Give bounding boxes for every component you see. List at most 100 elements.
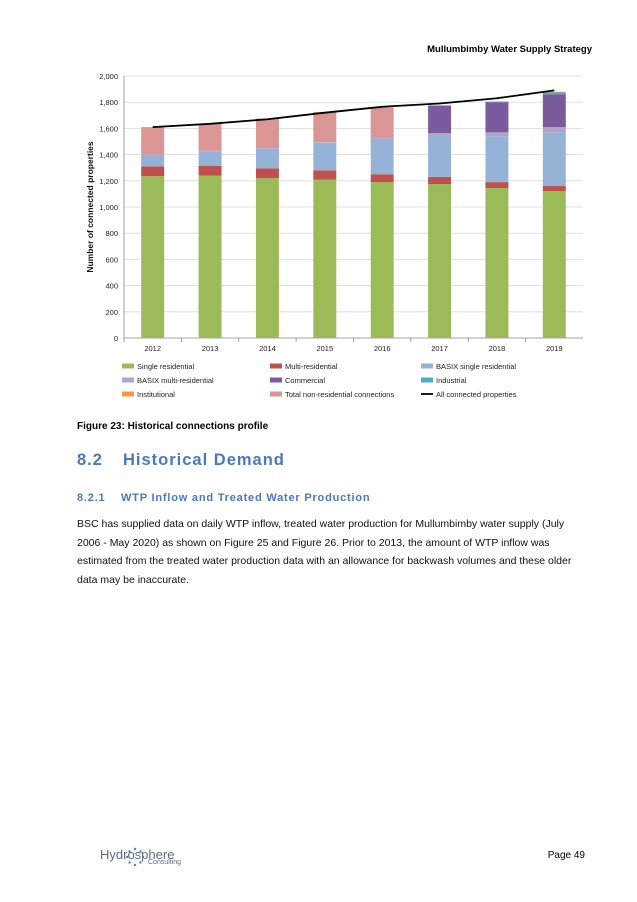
logo-subtext: Consulting xyxy=(148,859,182,866)
legend-swatch xyxy=(421,363,433,369)
bar-segment xyxy=(198,151,222,166)
bar-segment xyxy=(313,142,337,143)
bar-segment xyxy=(370,174,394,183)
logo-text: Hydrosphere xyxy=(100,847,175,862)
y-tick-label: 600 xyxy=(105,255,118,264)
y-tick-label: 800 xyxy=(105,229,118,238)
bar-segment xyxy=(313,170,337,180)
bar-segment xyxy=(485,188,509,338)
x-tick-label: 2012 xyxy=(144,344,161,353)
connections-chart: 0 200 400 600 800 1,000 1,200 1,400 1,600 1,800 2,… xyxy=(85,72,583,399)
x-tick-label: 2018 xyxy=(489,344,506,353)
bar-segment xyxy=(313,142,337,171)
bar-segment xyxy=(198,123,222,151)
section-title: Historical Demand xyxy=(123,451,285,469)
bar-segment xyxy=(542,127,566,133)
bar-segment xyxy=(428,176,452,185)
y-tick-label: 400 xyxy=(105,282,118,291)
chart-line xyxy=(152,89,555,128)
legend-label: BASIX multi-residential xyxy=(137,376,214,385)
bar-segment xyxy=(313,179,337,338)
legend-label: Single residential xyxy=(137,362,194,371)
bar-segment xyxy=(255,178,279,338)
chart-gridlines xyxy=(123,75,583,339)
legend-swatch xyxy=(270,391,282,397)
legend-label: All connected properties xyxy=(436,390,517,399)
body-paragraph: BSC has supplied data on daily WTP inflo… xyxy=(77,518,572,586)
bar-segment xyxy=(141,154,165,167)
bar-segment xyxy=(428,132,452,135)
bar-segment xyxy=(428,184,452,338)
y-axis-ticks: 0 200 400 600 800 1,000 1,200 1,400 1,600 1,800 2,… xyxy=(99,72,118,343)
bar-segment xyxy=(542,91,566,93)
legend-label: Industrial xyxy=(436,376,467,385)
bar-segment xyxy=(485,132,509,137)
bar-segment xyxy=(141,166,165,177)
legend-swatch xyxy=(421,377,433,383)
bar-segment xyxy=(255,118,279,149)
bar-segment xyxy=(485,102,509,133)
y-tick-label: 1,400 xyxy=(99,151,118,160)
bar-segment xyxy=(370,138,394,175)
x-tick-label: 2016 xyxy=(374,344,391,353)
bar-segment xyxy=(370,107,394,138)
bar-segment xyxy=(198,150,222,152)
legend-label: Multi-residential xyxy=(285,362,338,371)
x-axis-ticks: 2012 2013 2014 2015 2016 2017 2018 2019 xyxy=(123,338,563,353)
bar-segment xyxy=(198,175,222,338)
bar-segment xyxy=(141,127,165,155)
bar-segment xyxy=(370,137,394,139)
subsection-heading: 8.2.1 WTP Inflow and Treated Water Produc… xyxy=(77,492,370,504)
legend-swatch xyxy=(122,363,134,369)
y-tick-label: 1,200 xyxy=(99,177,118,186)
section-number: 8.2 xyxy=(77,451,103,469)
bar-segment xyxy=(542,94,566,128)
bar-segment xyxy=(485,182,509,189)
y-tick-label: 0 xyxy=(114,334,118,343)
x-tick-label: 2013 xyxy=(202,344,219,353)
bar-segment xyxy=(485,136,509,183)
bar-segment xyxy=(542,186,566,192)
y-tick-label: 1,600 xyxy=(99,124,118,133)
x-tick-label: 2019 xyxy=(546,344,563,353)
bar-segment xyxy=(198,165,222,176)
bar-segment xyxy=(542,191,566,338)
hydrosphere-logo-icon xyxy=(125,847,145,867)
legend-swatch xyxy=(122,391,134,397)
subsection-number: 8.2.1 xyxy=(77,492,106,504)
legend-swatch xyxy=(270,377,282,383)
bar-segment xyxy=(255,148,279,149)
chart-legend: Single residential Multi-residential BASIX… xyxy=(122,362,517,399)
all-connected-properties-line xyxy=(152,89,555,128)
y-tick-label: 1,800 xyxy=(99,98,118,107)
bar-segment xyxy=(313,112,337,143)
legend-label: Institutional xyxy=(137,390,175,399)
section-heading: 8.2 Historical Demand xyxy=(77,451,285,470)
y-tick-label: 200 xyxy=(105,308,118,317)
legend-label: BASIX single residential xyxy=(436,362,516,371)
figure-caption: Figure 23: Historical connections profil… xyxy=(77,421,269,432)
y-tick-label: 2,000 xyxy=(99,72,118,81)
legend-swatch xyxy=(122,377,134,383)
bar-segment xyxy=(485,101,509,103)
bar-segment xyxy=(428,134,452,177)
x-tick-label: 2015 xyxy=(316,344,333,353)
bar-segment xyxy=(255,148,279,169)
bar-segment xyxy=(542,92,566,95)
page-number: Page 49 xyxy=(547,850,585,861)
bar-segment xyxy=(141,176,165,338)
subsection-title: WTP Inflow and Treated Water Production xyxy=(121,492,371,504)
chart-bars xyxy=(141,91,566,338)
y-tick-label: 1,000 xyxy=(99,203,118,212)
y-axis-label: Number of connected properties xyxy=(85,141,95,273)
x-tick-label: 2014 xyxy=(259,344,276,353)
legend-label: Total non-residential connections xyxy=(285,390,394,399)
bar-segment xyxy=(428,105,452,133)
page-header-title: Mullumbimby Water Supply Strategy xyxy=(427,44,592,55)
legend-swatch xyxy=(270,363,282,369)
x-tick-label: 2017 xyxy=(431,344,448,353)
bar-segment xyxy=(370,182,394,338)
legend-label: Commercial xyxy=(285,376,325,385)
bar-segment xyxy=(542,132,566,187)
bar-segment xyxy=(255,168,279,179)
